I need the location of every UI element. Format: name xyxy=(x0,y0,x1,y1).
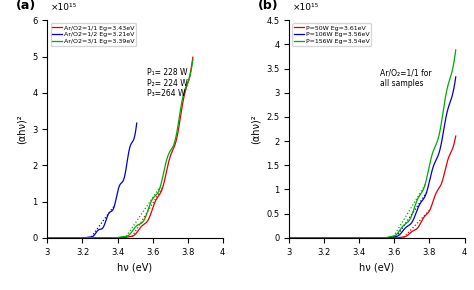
Text: Ar/O₂=1/1 for
all samples: Ar/O₂=1/1 for all samples xyxy=(381,68,432,88)
Ar/O2=1/1 Eg=3.43eV xyxy=(190,55,196,59)
P=50W Eg=3.61eV xyxy=(286,236,292,240)
P=106W Eg=3.56eV xyxy=(353,236,358,240)
Ar/O2=1/2 Eg=3.21eV xyxy=(134,121,139,125)
Line: Ar/O2=1/1 Eg=3.43eV: Ar/O2=1/1 Eg=3.43eV xyxy=(47,57,193,238)
Y-axis label: (αhν)²: (αhν)² xyxy=(251,114,261,144)
Ar/O2=3/1 Eg=3.39eV xyxy=(190,58,196,61)
Ar/O2=1/1 Eg=3.43eV xyxy=(65,236,71,240)
Text: P₁= 228 W
P₂= 224 W
P₃=264 W: P₁= 228 W P₂= 224 W P₃=264 W xyxy=(147,68,188,98)
Line: Ar/O2=3/1 Eg=3.39eV: Ar/O2=3/1 Eg=3.39eV xyxy=(47,59,193,238)
P=106W Eg=3.56eV xyxy=(286,236,292,240)
Legend: P=50W Eg=3.61eV, P=106W Eg=3.56eV, P=156W Eg=3.54eV: P=50W Eg=3.61eV, P=106W Eg=3.56eV, P=156… xyxy=(292,23,371,46)
P=156W Eg=3.54eV xyxy=(408,216,414,219)
Ar/O2=3/1 Eg=3.39eV xyxy=(87,236,93,240)
P=106W Eg=3.56eV xyxy=(310,236,316,240)
P=50W Eg=3.61eV xyxy=(310,236,316,240)
P=156W Eg=3.54eV xyxy=(294,236,300,240)
Ar/O2=1/2 Eg=3.21eV xyxy=(55,236,60,240)
P=50W Eg=3.61eV xyxy=(408,231,414,234)
X-axis label: hν (eV): hν (eV) xyxy=(359,262,394,272)
Line: Ar/O2=1/2 Eg=3.21eV: Ar/O2=1/2 Eg=3.21eV xyxy=(47,123,137,238)
Ar/O2=1/2 Eg=3.21eV xyxy=(45,236,50,240)
Ar/O2=1/1 Eg=3.43eV xyxy=(158,190,164,193)
P=106W Eg=3.56eV xyxy=(325,236,331,240)
Line: P=106W Eg=3.56eV: P=106W Eg=3.56eV xyxy=(289,77,456,238)
P=156W Eg=3.54eV xyxy=(286,236,292,240)
Line: P=156W Eg=3.54eV: P=156W Eg=3.54eV xyxy=(289,50,456,238)
Ar/O2=1/1 Eg=3.43eV xyxy=(67,236,73,240)
Line: P=50W Eg=3.61eV: P=50W Eg=3.61eV xyxy=(289,136,456,238)
P=156W Eg=3.54eV xyxy=(324,236,329,240)
P=50W Eg=3.61eV xyxy=(353,236,358,240)
P=106W Eg=3.56eV xyxy=(408,222,414,225)
Ar/O2=1/2 Eg=3.21eV xyxy=(97,228,102,231)
Ar/O2=3/1 Eg=3.39eV xyxy=(182,90,187,93)
Ar/O2=1/1 Eg=3.43eV xyxy=(182,94,187,97)
P=156W Eg=3.54eV xyxy=(325,236,331,240)
P=50W Eg=3.61eV xyxy=(453,134,459,138)
Ar/O2=1/2 Eg=3.21eV xyxy=(114,193,120,197)
P=50W Eg=3.61eV xyxy=(294,236,300,240)
Ar/O2=3/1 Eg=3.39eV xyxy=(45,236,50,240)
P=156W Eg=3.54eV xyxy=(453,48,459,52)
Ar/O2=3/1 Eg=3.39eV xyxy=(151,196,156,199)
Text: ×10¹⁵: ×10¹⁵ xyxy=(293,3,319,12)
Ar/O2=3/1 Eg=3.39eV xyxy=(67,236,73,240)
P=106W Eg=3.56eV xyxy=(324,236,329,240)
P=156W Eg=3.54eV xyxy=(310,236,316,240)
Y-axis label: (αhν)²: (αhν)² xyxy=(17,114,27,144)
P=106W Eg=3.56eV xyxy=(294,236,300,240)
Ar/O2=3/1 Eg=3.39eV xyxy=(158,182,164,186)
Text: (a): (a) xyxy=(16,0,36,12)
Ar/O2=1/2 Eg=3.21eV xyxy=(86,235,92,239)
P=50W Eg=3.61eV xyxy=(324,236,329,240)
P=106W Eg=3.56eV xyxy=(453,75,459,79)
Ar/O2=1/2 Eg=3.21eV xyxy=(81,236,87,240)
Ar/O2=1/1 Eg=3.43eV xyxy=(151,204,156,207)
Text: ×10¹⁵: ×10¹⁵ xyxy=(51,3,77,12)
Ar/O2=3/1 Eg=3.39eV xyxy=(65,236,71,240)
Text: (b): (b) xyxy=(258,0,278,12)
Ar/O2=1/1 Eg=3.43eV xyxy=(87,236,93,240)
P=50W Eg=3.61eV xyxy=(325,236,331,240)
P=156W Eg=3.54eV xyxy=(353,236,358,240)
Legend: Ar/O2=1/1 Eg=3.43eV, Ar/O2=1/2 Eg=3.21eV, Ar/O2=3/1 Eg=3.39eV: Ar/O2=1/1 Eg=3.43eV, Ar/O2=1/2 Eg=3.21eV… xyxy=(51,23,136,46)
X-axis label: hν (eV): hν (eV) xyxy=(118,262,153,272)
Ar/O2=1/1 Eg=3.43eV xyxy=(45,236,50,240)
Ar/O2=1/2 Eg=3.21eV xyxy=(47,236,53,240)
